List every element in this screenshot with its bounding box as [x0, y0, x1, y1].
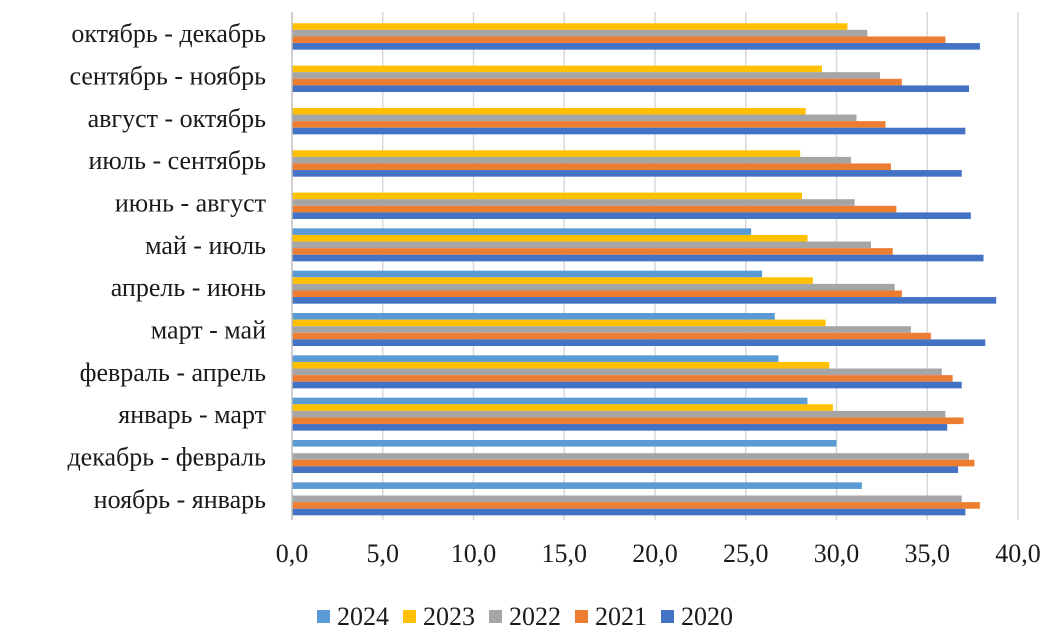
bar-2024: [292, 270, 763, 278]
category-label: февраль - апрель: [80, 358, 267, 387]
bar-2021: [292, 78, 902, 86]
bar-2021: [292, 502, 980, 509]
bar-2021: [292, 417, 964, 425]
bar-2023: [292, 319, 826, 327]
bar-2022: [292, 495, 962, 503]
bar-2023: [292, 234, 808, 242]
bar-2021: [292, 248, 893, 255]
category-label: май - июль: [145, 231, 266, 260]
bar-2020: [292, 508, 966, 516]
bar-2021: [292, 332, 931, 340]
bar-2021: [292, 205, 897, 213]
category-labels: ноябрь - январь декабрь - февраль январь -…: [67, 19, 266, 514]
bar-2023: [292, 107, 806, 115]
x-tick-labels: 0,0 5,0 10,0 15,0 20,0 25,0 30,0 35,0 40,0: [276, 539, 1041, 568]
category-label: январь - март: [118, 400, 266, 429]
bar-2022: [292, 29, 868, 37]
legend-label: 2022: [509, 602, 561, 631]
bar-2022: [292, 114, 857, 122]
category-label: июль - сентябрь: [88, 146, 266, 175]
bar-2024: [292, 313, 775, 320]
bar-2023: [292, 23, 848, 30]
bar-2020: [292, 170, 962, 177]
x-tick-label: 20,0: [632, 539, 678, 568]
bar-2020: [292, 254, 984, 262]
legend-label: 2021: [595, 602, 647, 631]
bar-2021: [292, 375, 953, 382]
x-tick-label: 40,0: [995, 539, 1041, 568]
gridlines: [382, 12, 1019, 520]
bar-2020: [292, 85, 969, 92]
category-label: август - октябрь: [88, 104, 267, 133]
bar-2021: [292, 36, 946, 44]
bar-2022: [292, 326, 911, 333]
bar-2021: [292, 121, 886, 128]
x-tick-label: 15,0: [542, 539, 588, 568]
bar-2023: [292, 277, 813, 284]
category-label: декабрь - февраль: [67, 443, 266, 472]
bar-2020: [292, 127, 966, 135]
legend-label: 2023: [423, 602, 475, 631]
bar-2020: [292, 212, 971, 219]
bar-2024: [292, 397, 808, 405]
bar-2023: [292, 65, 822, 73]
category-label: сентябрь - ноябрь: [70, 62, 267, 91]
legend: 2024 2023 2022 2021 2020: [317, 602, 733, 631]
x-tick-label: 30,0: [814, 539, 860, 568]
bar-2022: [292, 283, 895, 291]
legend-swatch-2020: [661, 610, 674, 623]
bar-2023: [292, 404, 833, 411]
x-tick-label: 0,0: [276, 539, 309, 568]
bar-2023: [292, 192, 803, 200]
legend-swatch-2024: [317, 610, 330, 623]
bar-2022: [292, 72, 881, 79]
legend-label: 2020: [681, 602, 733, 631]
bar-2022: [292, 156, 852, 164]
bar-2020: [292, 424, 948, 431]
legend-label: 2024: [337, 602, 389, 631]
bar-2023: [292, 150, 801, 157]
bar-2021: [292, 459, 975, 467]
bar-2022: [292, 199, 855, 206]
bar-2024: [292, 355, 779, 362]
x-tick-label: 25,0: [723, 539, 769, 568]
legend-swatch-2023: [403, 610, 416, 623]
bar-2022: [292, 410, 946, 418]
legend-swatch-2022: [489, 610, 502, 623]
bar-2021: [292, 290, 902, 298]
bar-2022: [292, 453, 969, 460]
category-label: март - май: [151, 316, 266, 345]
bar-2020: [292, 466, 959, 473]
x-tick-label: 35,0: [905, 539, 951, 568]
bar-2020: [292, 381, 962, 389]
legend-swatch-2021: [575, 610, 588, 623]
bar-2023: [292, 361, 830, 369]
category-label: июнь - август: [115, 189, 266, 218]
bar-2021: [292, 163, 891, 171]
bar-2022: [292, 368, 942, 376]
bar-2024: [292, 482, 862, 489]
category-label: апрель - июнь: [111, 273, 266, 302]
bar-2022: [292, 241, 871, 249]
category-label: ноябрь - январь: [94, 485, 266, 514]
bar-2024: [292, 440, 837, 447]
category-label: октябрь - декабрь: [71, 19, 266, 48]
bar-2020: [292, 297, 997, 304]
bars: [292, 23, 997, 516]
bar-2020: [292, 43, 980, 50]
bar-2024: [292, 228, 752, 235]
x-tick-label: 5,0: [367, 539, 400, 568]
bar-2020: [292, 339, 986, 346]
x-tick-label: 10,0: [451, 539, 497, 568]
